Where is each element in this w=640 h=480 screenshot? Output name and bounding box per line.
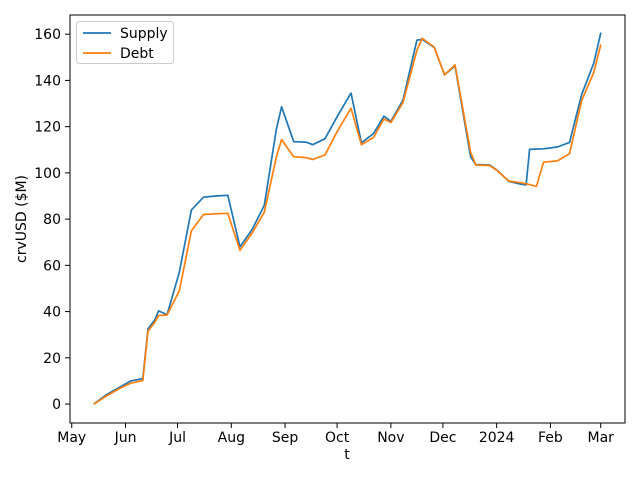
y-tick-label: 120 [34, 120, 61, 136]
y-tick-label: 140 [34, 73, 61, 89]
data-series [93, 32, 602, 405]
series-line-debt [93, 37, 602, 405]
x-axis-label: t [344, 447, 350, 463]
y-axis-ticks: 0 20 40 60 80 100 120 140 160 [34, 27, 70, 413]
y-tick-label: 40 [43, 305, 61, 321]
y-axis-label: crvUSD ($M) [14, 175, 30, 263]
x-tick-label: Dec [429, 430, 456, 446]
x-tick-label: Oct [325, 430, 350, 446]
x-tick-label: 2024 [479, 430, 515, 446]
x-tick-label: Aug [218, 430, 245, 446]
y-tick-label: 160 [34, 27, 61, 43]
x-tick-label: Sep [272, 430, 299, 446]
y-tick-label: 80 [43, 212, 61, 228]
y-tick-label: 20 [43, 351, 61, 367]
series-line-supply [93, 32, 602, 405]
y-tick-label: 100 [34, 166, 61, 182]
x-tick-label: Nov [377, 430, 404, 446]
x-tick-label: May [57, 430, 86, 446]
x-tick-label: Mar [588, 430, 615, 446]
x-tick-label: Jun [114, 430, 137, 446]
x-tick-label: Feb [538, 430, 563, 446]
legend-label-supply: Supply [120, 26, 168, 42]
x-tick-label: Jul [168, 430, 186, 446]
x-axis-ticks: May Jun Jul Aug Sep Oct Nov Dec 2024 Feb Mar [57, 423, 614, 446]
y-tick-label: 0 [52, 397, 61, 413]
plot-area [70, 15, 625, 423]
legend-label-debt: Debt [120, 46, 154, 62]
legend: Supply Debt [76, 21, 174, 64]
y-tick-label: 60 [43, 258, 61, 274]
